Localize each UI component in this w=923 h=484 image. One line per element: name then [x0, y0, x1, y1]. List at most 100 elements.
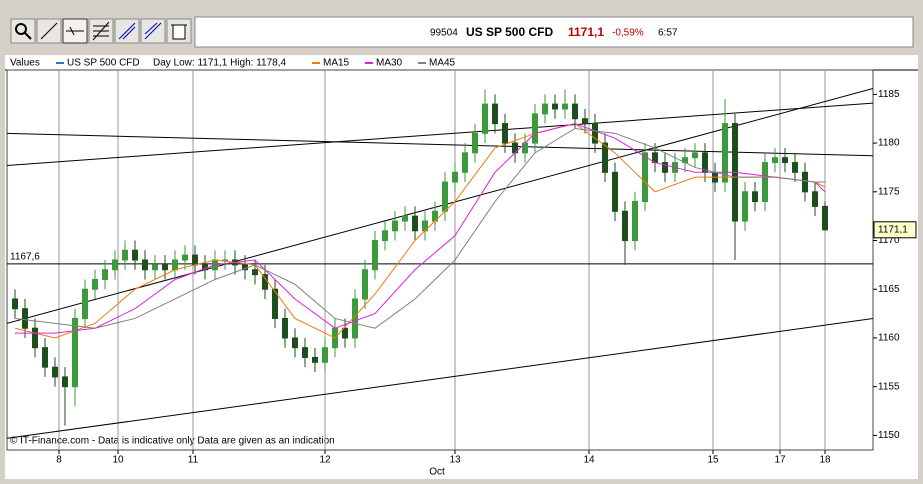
last-price-box — [873, 221, 917, 239]
candle-body — [282, 317, 288, 339]
candle-body — [172, 259, 178, 271]
tool-fibo[interactable] — [88, 18, 114, 44]
candle-body — [532, 113, 538, 144]
candle-body — [792, 162, 798, 173]
x-tick-label: 12 — [319, 455, 331, 466]
candle-body — [502, 123, 508, 144]
candle-body — [762, 162, 768, 203]
y-tick-label: 1180 — [878, 138, 900, 149]
candle-body — [272, 288, 278, 319]
candle-body — [62, 376, 68, 388]
candle-body — [562, 103, 568, 110]
candle-body — [582, 118, 588, 125]
candle-body — [302, 347, 308, 358]
candle-body — [82, 288, 88, 319]
candle-body — [152, 264, 158, 271]
tool-parallel[interactable] — [140, 18, 166, 44]
legend-label: MA15 — [323, 58, 350, 69]
candle-body — [392, 220, 398, 232]
tool-zoom[interactable] — [10, 18, 36, 44]
candle-body — [72, 317, 78, 388]
candle-body — [692, 152, 698, 159]
candle-body — [662, 162, 668, 173]
candle-body — [472, 132, 478, 154]
quote-change: -0,59% — [612, 28, 644, 39]
candle-body — [612, 171, 618, 212]
candle-body — [12, 298, 18, 310]
quote-price: 1171,1 — [568, 25, 604, 39]
legend-label: MA30 — [376, 58, 403, 69]
trend-line — [7, 132, 873, 157]
x-tick-label: 14 — [583, 455, 595, 466]
plot — [7, 70, 873, 450]
candle-body — [572, 103, 578, 120]
candle-body — [142, 259, 148, 271]
toolbar: 99504 US SP 500 CFD 1171,1 -0,59% 6:57 — [10, 16, 914, 48]
candle-body — [342, 327, 348, 339]
candle-body — [412, 215, 418, 232]
candle-body — [112, 259, 118, 271]
tool-channel[interactable] — [114, 18, 140, 44]
trend-line — [7, 102, 873, 166]
legend-title: Values — [10, 58, 40, 69]
candle-body — [622, 210, 628, 242]
quote-box — [194, 16, 914, 48]
x-tick-label: 10 — [112, 455, 124, 466]
candle-body — [122, 249, 128, 261]
candle-body — [42, 347, 48, 368]
candle-body — [722, 123, 728, 183]
candle-body — [642, 152, 648, 203]
candle-body — [442, 181, 448, 212]
x-tick-label: 15 — [707, 455, 719, 466]
candle-body — [802, 171, 808, 193]
plot-area — [6, 69, 874, 451]
legend-day-range: Day Low: 1171,1 High: 1178,4 — [153, 58, 286, 69]
candle-body — [482, 103, 488, 134]
candle-body — [492, 103, 498, 125]
candle-body — [162, 264, 168, 271]
candle-body — [782, 157, 788, 164]
quote-name: US SP 500 CFD — [466, 25, 553, 39]
candle-body — [192, 254, 198, 266]
y-tick-label: 1170 — [878, 235, 900, 246]
candle-body — [752, 191, 758, 203]
candle-body — [742, 191, 748, 222]
ma-line — [14, 127, 825, 329]
candle-body — [52, 366, 58, 378]
ma-line — [14, 123, 826, 339]
candle-body — [102, 269, 108, 280]
x-tick-label: 17 — [774, 455, 786, 466]
candle-body — [372, 240, 378, 271]
candle-body — [252, 269, 258, 276]
candle-body — [362, 269, 368, 300]
candle-body — [542, 103, 548, 115]
candle-body — [92, 278, 98, 290]
tool-hline[interactable] — [62, 18, 88, 44]
candle-body — [32, 327, 38, 349]
quote-time: 6:57 — [658, 28, 678, 39]
footer: © IT-Finance.com - Data is indicative on… — [10, 436, 335, 447]
candle-body — [632, 201, 638, 242]
tool-line[interactable] — [36, 18, 62, 44]
legend-label: MA45 — [429, 58, 456, 69]
candle-body — [382, 230, 388, 242]
candle-body — [452, 171, 458, 183]
tool-delete[interactable] — [166, 18, 192, 44]
y-tick-label: 1155 — [878, 381, 900, 392]
candle-body — [322, 347, 328, 363]
y-tick-label: 1175 — [878, 186, 900, 197]
candle-body — [462, 152, 468, 173]
last-price-label: 1171,1 — [878, 224, 908, 235]
candle-body — [822, 205, 828, 231]
x-axis-label: Oct — [429, 467, 445, 478]
candle-body — [772, 157, 778, 164]
trend-line — [7, 88, 873, 324]
candle-body — [182, 254, 188, 261]
x-tick-label: 18 — [819, 455, 831, 466]
y-tick-label: 1165 — [878, 284, 900, 295]
x-tick-label: 11 — [188, 455, 199, 466]
x-tick-label: 8 — [56, 455, 62, 466]
quote-code: 99504 — [430, 28, 458, 39]
